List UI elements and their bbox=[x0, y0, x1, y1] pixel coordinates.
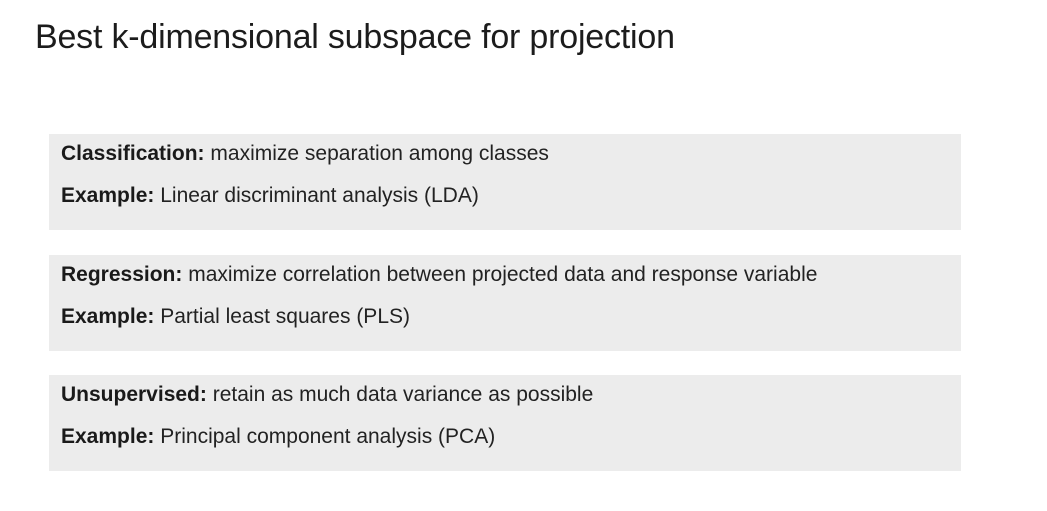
term-label: Classification: bbox=[61, 142, 205, 165]
slide-title: Best k-dimensional subspace for projecti… bbox=[35, 18, 675, 56]
example-line: Example: Partial least squares (PLS) bbox=[61, 305, 410, 329]
example-line: Example: Principal component analysis (P… bbox=[61, 425, 495, 449]
example-text: Principal component analysis (PCA) bbox=[160, 425, 496, 448]
example-line: Example: Linear discriminant analysis (L… bbox=[61, 184, 479, 208]
unsupervised-card: Unsupervised: retain as much data varian… bbox=[49, 375, 961, 471]
example-label: Example: bbox=[61, 425, 155, 448]
example-label: Example: bbox=[61, 184, 155, 207]
example-label: Example: bbox=[61, 305, 155, 328]
example-text: Linear discriminant analysis (LDA) bbox=[160, 184, 479, 207]
term-description: maximize correlation between projected d… bbox=[188, 263, 818, 286]
term-label: Unsupervised: bbox=[61, 383, 207, 406]
term-description: retain as much data variance as possible bbox=[212, 383, 594, 406]
definition-line: Unsupervised: retain as much data varian… bbox=[61, 383, 593, 407]
term-label: Regression: bbox=[61, 263, 183, 286]
classification-card: Classification: maximize separation amon… bbox=[49, 134, 961, 230]
definition-line: Regression: maximize correlation between… bbox=[61, 263, 817, 287]
term-description: maximize separation among classes bbox=[210, 142, 549, 165]
example-text: Partial least squares (PLS) bbox=[160, 305, 410, 328]
regression-card: Regression: maximize correlation between… bbox=[49, 255, 961, 351]
definition-line: Classification: maximize separation amon… bbox=[61, 142, 549, 166]
